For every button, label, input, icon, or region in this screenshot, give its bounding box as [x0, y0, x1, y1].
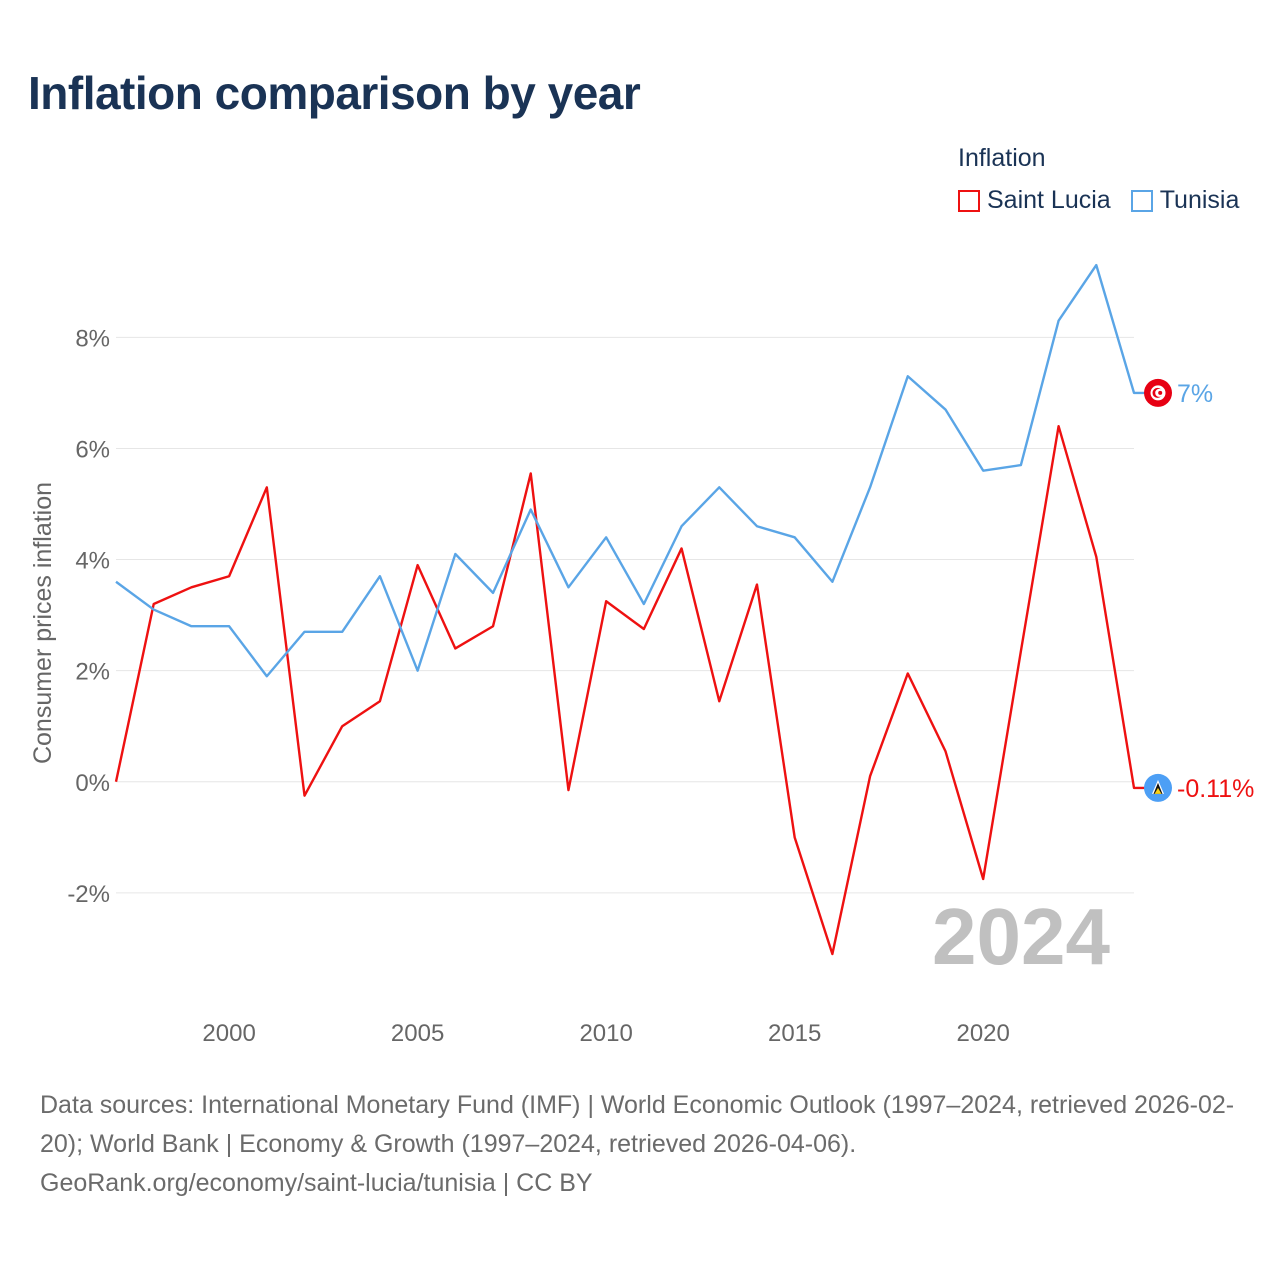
chart-title: Inflation comparison by year — [28, 67, 641, 119]
end-value-label-saint-lucia: -0.11% — [1177, 775, 1254, 803]
y-tick-label: 4% — [75, 548, 110, 575]
series-line-saint-lucia[interactable] — [114, 425, 1158, 956]
end-value-label-tunisia: 7% — [1177, 380, 1213, 408]
legend-item-tunisia[interactable]: Tunisia — [1130, 186, 1240, 215]
x-tick-label: 2015 — [768, 1020, 821, 1047]
x-tick-label: 2010 — [579, 1020, 632, 1047]
y-tick-label: 6% — [75, 436, 110, 463]
data-sources: Data sources: International Monetary Fun… — [40, 1091, 1235, 1158]
legend-item-saint-lucia[interactable]: Saint Lucia — [958, 186, 1111, 215]
axis-ticks: -2% 0% 2% 4% 6% 8% 2000 2005 2010 2015 2020 — [67, 325, 1010, 1047]
y-tick-label: -2% — [67, 881, 110, 908]
footer: Data sources: International Monetary Fun… — [40, 1086, 1250, 1203]
legend-swatch-tunisia — [1130, 189, 1153, 212]
credit-line: GeoRank.org/economy/saint-lucia/tunisia … — [40, 1169, 593, 1197]
series-line-tunisia[interactable] — [115, 263, 1158, 678]
x-tick-label: 2005 — [391, 1020, 444, 1047]
inflation-line-chart: -2% 0% 2% 4% 6% 8% 2000 2005 2010 2015 2020 2024 C… — [29, 263, 1254, 1047]
legend-swatch-saint-lucia — [958, 189, 980, 212]
y-tick-label: 0% — [75, 770, 110, 797]
flag-marker-saint-lucia — [1144, 773, 1172, 802]
grid-lines — [116, 336, 1134, 894]
flag-marker-tunisia — [1144, 378, 1172, 407]
series-lines — [114, 263, 1158, 956]
year-annotation: 2024 — [932, 892, 1110, 981]
x-tick-label: 2000 — [202, 1020, 255, 1047]
legend-title: Inflation — [958, 144, 1046, 172]
end-markers: -0.11% 7% — [1144, 378, 1254, 803]
legend: Saint Lucia Tunisia — [958, 186, 1239, 215]
y-tick-label: 8% — [75, 325, 110, 352]
legend-label-tunisia: Tunisia — [1159, 186, 1240, 214]
y-axis-title: Consumer prices inflation — [29, 482, 57, 764]
x-tick-label: 2020 — [956, 1020, 1009, 1047]
y-tick-label: 2% — [75, 659, 110, 686]
legend-label-saint-lucia: Saint Lucia — [987, 186, 1111, 214]
